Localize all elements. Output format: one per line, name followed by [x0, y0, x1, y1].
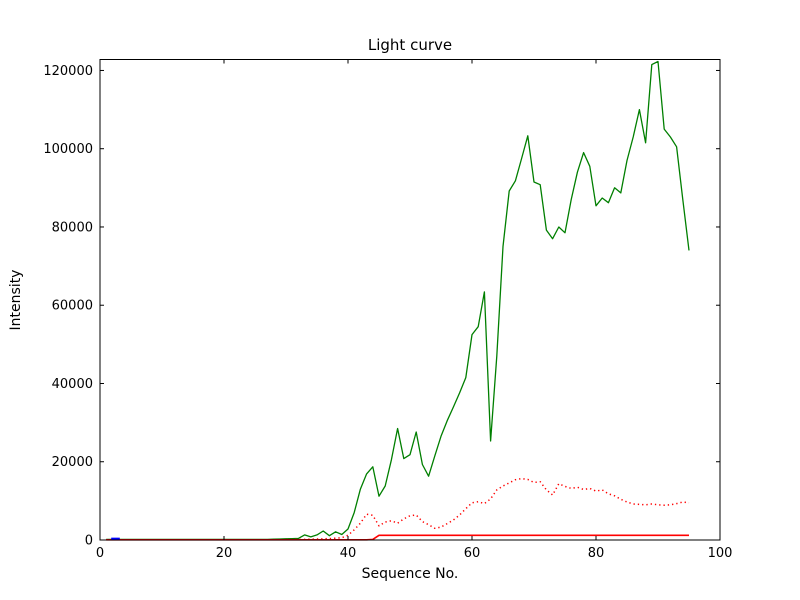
axis-tick-labels: 0 20 40 60 80 100 0 20000 40000 60000 80000 100000 1… — [43, 64, 732, 561]
x-axis-label: Sequence No. — [361, 566, 459, 582]
x-tick-label: 100 — [708, 546, 733, 561]
green-intensity-curve — [106, 60, 690, 541]
red-dotted-intensity-curve — [106, 477, 690, 541]
x-tick-label: 60 — [464, 546, 481, 561]
axes-spines — [99, 59, 721, 541]
y-tick-label: 60000 — [52, 299, 93, 314]
x-tick-label: 40 — [340, 546, 357, 561]
y-tick-label: 120000 — [43, 64, 93, 79]
series-lines — [106, 60, 690, 541]
axis-ticks — [99, 59, 721, 541]
chart-title: Light curve — [367, 36, 453, 54]
x-tick-label: 80 — [588, 546, 605, 561]
y-tick-label: 100000 — [43, 142, 93, 157]
y-axis-label: Intensity — [8, 269, 24, 331]
y-tick-label: 40000 — [52, 377, 93, 392]
y-tick-label: 20000 — [52, 455, 93, 470]
y-tick-label: 80000 — [52, 220, 93, 235]
x-tick-label: 20 — [216, 546, 233, 561]
red-baseline-curve — [106, 534, 689, 541]
y-tick-label: 0 — [85, 534, 93, 549]
axes-frame — [99, 59, 721, 541]
x-tick-label: 0 — [96, 546, 104, 561]
